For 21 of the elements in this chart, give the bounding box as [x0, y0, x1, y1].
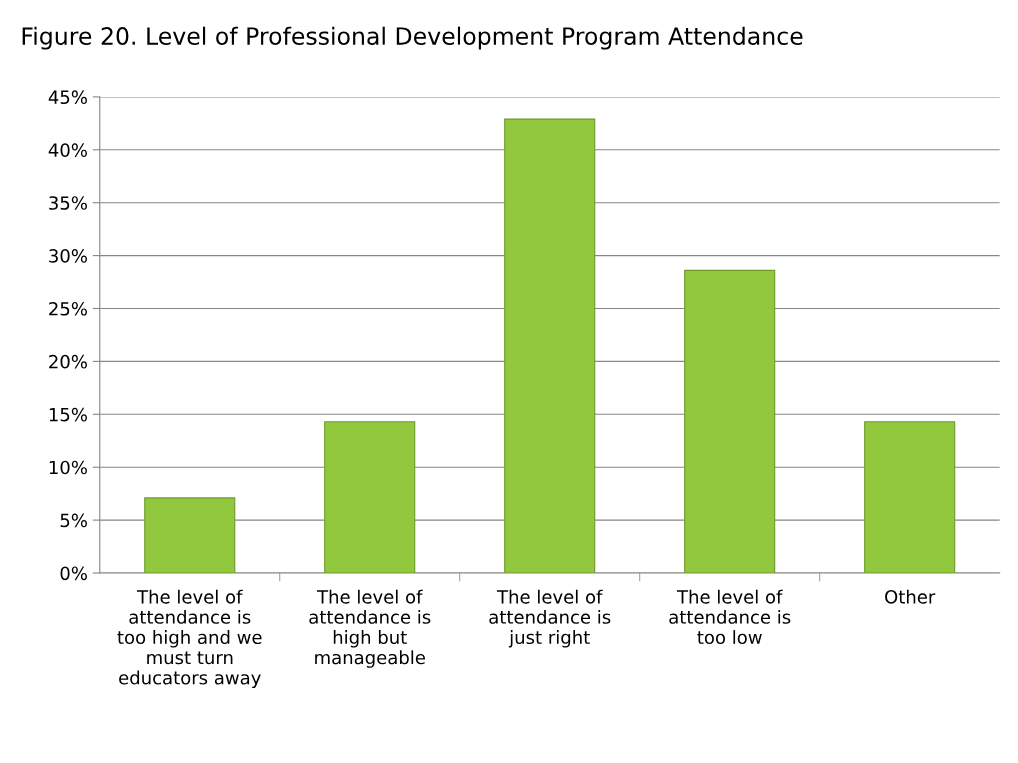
y-tick-label: 40% — [48, 143, 87, 157]
y-tick-label: 45% — [48, 90, 87, 105]
y-tick-label: 20% — [49, 354, 87, 369]
bar — [684, 269, 776, 574]
y-tick-label: 25% — [49, 301, 87, 316]
y-tick-label: 35% — [49, 196, 87, 210]
x-tick-label: The level of attendance is too low — [669, 589, 791, 645]
bar — [864, 421, 956, 574]
x-tick-label: The level of attendance is just right — [489, 589, 611, 648]
x-tick-label: Other — [885, 589, 936, 604]
chart-title: Figure 20. Level of Professional Development Program Attendance — [22, 26, 803, 50]
x-tick-label: The level of attendance is too high and we must turn educators away — [117, 589, 262, 689]
y-tick-label: 5% — [60, 513, 87, 528]
y-tick-label: 10% — [49, 460, 87, 475]
bar — [504, 118, 596, 574]
bar — [144, 497, 236, 574]
y-tick-label: 15% — [49, 407, 87, 422]
y-tick-label: 30% — [49, 249, 87, 263]
x-tick-label: The level of attendance is high but manageable — [309, 589, 431, 668]
y-tick-label: 0% — [60, 566, 87, 581]
bar — [324, 421, 416, 574]
